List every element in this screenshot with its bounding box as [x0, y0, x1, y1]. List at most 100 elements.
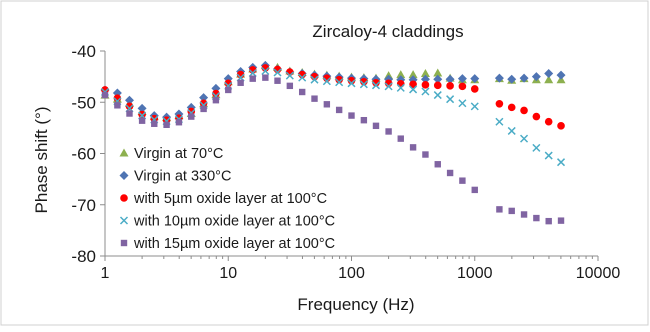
x-tick-label: 100 — [338, 265, 365, 282]
data-point-series-5 — [212, 97, 220, 104]
data-point-series-4 — [495, 117, 504, 126]
data-point-series-3 — [396, 80, 405, 88]
legend-item: Virgin at 70°C — [119, 146, 223, 162]
data-point-series-4 — [532, 143, 541, 152]
x-tick-label: 1000 — [457, 265, 493, 282]
data-point-series-3 — [470, 85, 479, 93]
data-point-series-5 — [175, 119, 183, 126]
data-point-series-5 — [471, 186, 478, 194]
legend-label: with 5µm oxide layer at 100°C — [133, 191, 327, 207]
data-point-series-5 — [557, 217, 565, 224]
data-point-series-3 — [421, 81, 430, 89]
data-point-series-5 — [311, 95, 318, 102]
data-point-series-3 — [495, 99, 504, 108]
data-point-series-1 — [433, 68, 443, 77]
data-point-series-5 — [237, 79, 244, 86]
data-point-series-4 — [285, 71, 294, 80]
data-point-series-1 — [544, 75, 554, 84]
data-point-series-3 — [532, 112, 541, 121]
data-point-series-5 — [323, 101, 331, 108]
data-point-series-5 — [298, 88, 306, 96]
data-point-series-1 — [396, 70, 406, 79]
data-point-series-4 — [335, 78, 344, 87]
data-point-series-5 — [101, 91, 109, 99]
data-point-series-5 — [545, 217, 552, 225]
data-point-series-4 — [310, 75, 319, 84]
data-point-series-5 — [138, 117, 146, 124]
data-point-series-5 — [126, 110, 133, 117]
data-point-series-5 — [360, 116, 368, 124]
data-point-series-3 — [347, 76, 356, 85]
data-point-series-3 — [433, 81, 442, 90]
data-point-series-2 — [445, 74, 455, 84]
data-point-series-4 — [446, 95, 455, 104]
data-point-series-5 — [274, 77, 281, 84]
y-axis-label: Phase shift (°) — [32, 107, 51, 214]
data-point-series-4 — [347, 79, 356, 88]
data-point-series-3 — [335, 75, 343, 84]
data-point-series-3 — [458, 82, 467, 91]
data-point-series-4 — [261, 66, 270, 76]
data-point-series-4 — [409, 85, 418, 94]
data-point-series-2 — [494, 73, 504, 83]
data-point-series-3 — [224, 79, 233, 88]
data-point-series-5 — [372, 122, 380, 130]
data-point-series-3 — [507, 103, 516, 112]
data-point-series-2 — [199, 93, 209, 103]
data-point-series-2 — [124, 95, 134, 105]
y-tick-label: -50 — [71, 93, 96, 112]
data-point-series-4 — [371, 81, 381, 90]
data-point-series-3 — [557, 122, 565, 130]
data-point-series-5 — [200, 105, 207, 113]
data-point-series-3 — [212, 89, 220, 98]
series-layer — [100, 60, 566, 225]
data-point-series-4 — [359, 80, 368, 89]
legend-marker — [119, 216, 129, 225]
data-point-series-4 — [470, 102, 479, 111]
data-point-series-4 — [421, 87, 430, 96]
data-point-series-2 — [470, 74, 480, 84]
data-point-series-2 — [556, 70, 566, 80]
y-tick-label: -70 — [71, 196, 96, 215]
data-point-series-5 — [163, 121, 170, 128]
data-point-series-2 — [507, 74, 517, 84]
data-point-series-4 — [322, 77, 331, 86]
data-point-series-4 — [433, 91, 442, 100]
series-3 — [101, 64, 565, 130]
data-point-series-5 — [335, 106, 343, 114]
data-point-series-4 — [384, 82, 393, 91]
data-point-series-5 — [397, 135, 404, 142]
data-point-series-3 — [372, 78, 380, 87]
legend: Virgin at 70°C Virgin at 330°C with 5µm ox… — [119, 146, 335, 252]
legend-marker — [119, 148, 129, 157]
data-point-series-2 — [457, 74, 467, 84]
data-point-series-5 — [348, 112, 355, 119]
data-point-series-3 — [199, 99, 208, 108]
legend-item: with 15µm oxide layer at 100°C — [120, 236, 335, 252]
data-point-series-5 — [459, 177, 466, 184]
data-point-series-2 — [544, 69, 554, 79]
data-point-series-2 — [531, 72, 541, 82]
legend-marker — [120, 239, 128, 247]
data-point-series-4 — [248, 69, 257, 78]
data-point-series-1 — [408, 70, 418, 79]
data-point-series-5 — [225, 86, 232, 94]
data-point-series-4 — [556, 158, 566, 167]
legend-item: Virgin at 330°C — [119, 169, 231, 185]
x-tick-label: 1 — [101, 265, 110, 282]
data-point-series-3 — [187, 107, 196, 116]
data-point-series-2 — [433, 74, 443, 84]
data-point-series-5 — [188, 113, 195, 120]
legend-label: Virgin at 330°C — [134, 169, 231, 185]
legend-marker — [119, 171, 129, 180]
y-tick-label: -40 — [71, 42, 96, 61]
data-point-series-5 — [114, 102, 121, 109]
data-point-series-4 — [520, 134, 529, 143]
data-point-series-2 — [519, 73, 529, 83]
y-tick-label: -60 — [71, 145, 96, 164]
x-axis-label: Frequency (Hz) — [297, 295, 414, 314]
data-point-series-5 — [496, 206, 503, 213]
data-point-series-5 — [508, 207, 515, 215]
